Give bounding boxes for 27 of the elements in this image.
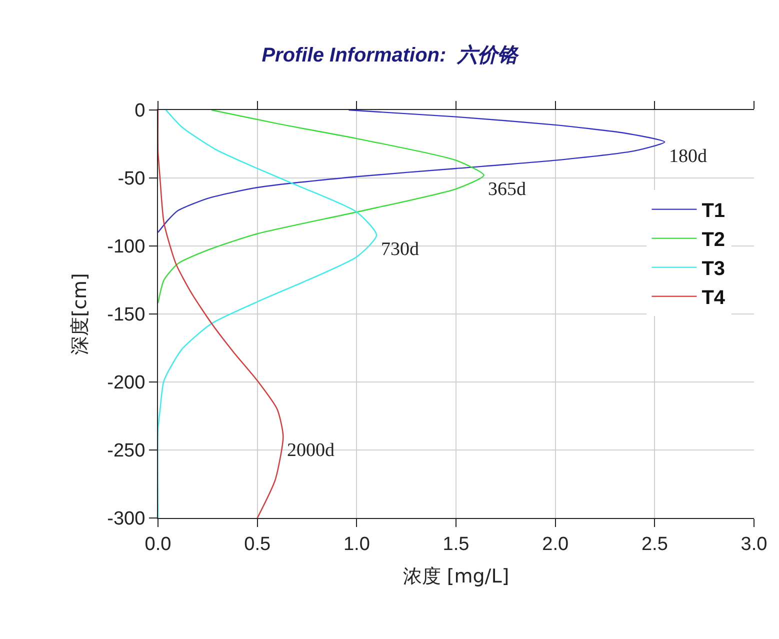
y-tick-label: -300 xyxy=(107,508,146,530)
x-tick-label: 0.5 xyxy=(244,534,271,555)
x-tick-label: 1.5 xyxy=(442,534,470,555)
y-tick-label: 0 xyxy=(134,100,146,122)
y-tick-label: -200 xyxy=(107,372,146,394)
y-tick-label: -250 xyxy=(107,440,146,462)
legend-label: T3 xyxy=(702,258,726,280)
line-series xyxy=(158,110,484,304)
x-tick-label: 3.0 xyxy=(740,534,768,555)
y-axis-title: 深度[cm] xyxy=(69,273,92,355)
legend-label: T2 xyxy=(702,229,726,252)
legend-label: T1 xyxy=(702,200,726,222)
annotation: 180d xyxy=(669,146,708,167)
legend-label: T4 xyxy=(702,287,726,310)
y-tick-label: -150 xyxy=(107,304,146,326)
y-tick-label: -100 xyxy=(107,236,146,258)
line-series xyxy=(158,110,666,233)
annotation: 2000d xyxy=(287,440,335,461)
annotation: 730d xyxy=(381,239,420,260)
x-tick-label: 1.0 xyxy=(343,534,370,555)
x-tick-label: 0.0 xyxy=(144,534,172,555)
y-tick-label: -50 xyxy=(118,168,146,190)
x-tick-label: 2.0 xyxy=(542,534,569,555)
x-axis-title: 浓度 [mg/L] xyxy=(402,566,510,588)
x-tick-label: 2.5 xyxy=(641,534,668,555)
annotation: 365d xyxy=(488,179,526,200)
chart-title: Profile Information: 六价铬 xyxy=(262,43,520,66)
